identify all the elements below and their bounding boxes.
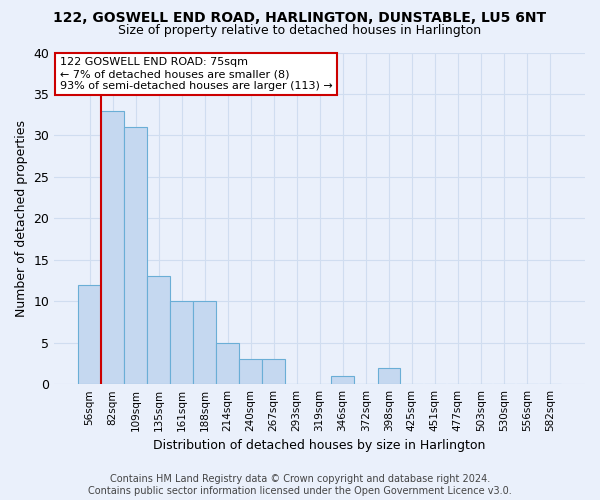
Text: 122, GOSWELL END ROAD, HARLINGTON, DUNSTABLE, LU5 6NT: 122, GOSWELL END ROAD, HARLINGTON, DUNST… (53, 11, 547, 25)
Text: 122 GOSWELL END ROAD: 75sqm
← 7% of detached houses are smaller (8)
93% of semi-: 122 GOSWELL END ROAD: 75sqm ← 7% of deta… (59, 58, 332, 90)
Bar (193, 302, 216, 384)
Bar (101, 110, 124, 384)
Bar (377, 368, 400, 384)
Bar (124, 127, 147, 384)
Text: Contains HM Land Registry data © Crown copyright and database right 2024.
Contai: Contains HM Land Registry data © Crown c… (88, 474, 512, 496)
Bar (262, 360, 285, 384)
Y-axis label: Number of detached properties: Number of detached properties (15, 120, 28, 317)
Bar (79, 284, 101, 384)
Bar (170, 302, 193, 384)
Bar (148, 276, 170, 384)
Text: Size of property relative to detached houses in Harlington: Size of property relative to detached ho… (118, 24, 482, 37)
X-axis label: Distribution of detached houses by size in Harlington: Distribution of detached houses by size … (154, 440, 486, 452)
Bar (217, 342, 239, 384)
Bar (331, 376, 354, 384)
Bar (239, 360, 262, 384)
